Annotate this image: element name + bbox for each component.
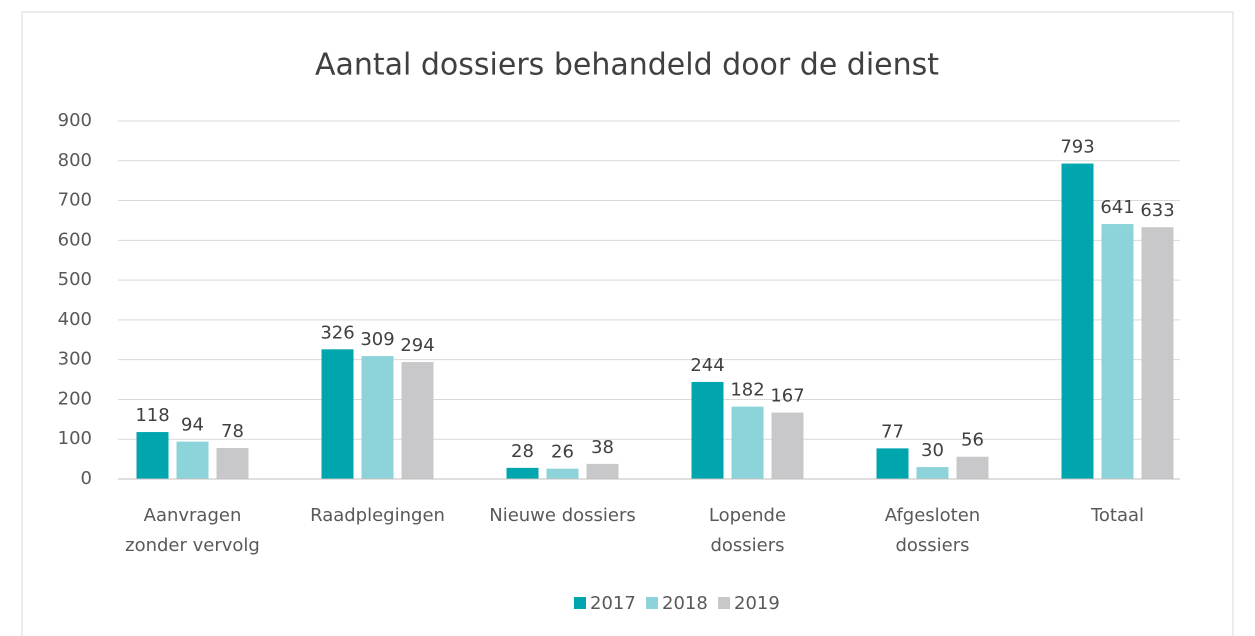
- data-label: 633: [1140, 200, 1174, 221]
- data-label: 793: [1060, 137, 1094, 158]
- data-label: 28: [511, 441, 534, 462]
- x-tick-label: Raadplegingen: [310, 505, 445, 526]
- legend-swatch: [646, 597, 658, 609]
- legend-swatch: [718, 597, 730, 609]
- chart-frame: [21, 11, 1234, 636]
- bar: [916, 467, 949, 479]
- legend-label: 2019: [734, 593, 780, 614]
- y-tick-label: 700: [58, 190, 92, 211]
- y-tick-label: 800: [58, 150, 92, 171]
- bar: [876, 448, 909, 479]
- y-tick-label: 0: [81, 468, 92, 489]
- bar: [1101, 224, 1134, 479]
- bar: [401, 362, 434, 479]
- data-label: 26: [551, 442, 574, 463]
- x-tick-label: Afgesloten dossiers: [885, 505, 980, 556]
- bar: [586, 463, 619, 479]
- legend-label: 2018: [662, 593, 708, 614]
- data-label: 182: [730, 380, 764, 401]
- bar: [731, 406, 764, 479]
- data-label: 94: [181, 415, 204, 436]
- data-label: 294: [400, 335, 434, 356]
- x-tick-label: Nieuwe dossiers: [489, 505, 636, 526]
- legend-label: 2017: [590, 593, 636, 614]
- bar: [956, 456, 989, 479]
- bar: [1141, 227, 1174, 479]
- data-label: 118: [135, 405, 169, 426]
- data-label: 326: [320, 322, 354, 343]
- bar: [136, 432, 169, 479]
- legend-swatch: [574, 597, 586, 609]
- data-label: 309: [360, 329, 394, 350]
- data-label: 30: [921, 440, 944, 461]
- y-tick-label: 900: [58, 110, 92, 131]
- y-tick-label: 600: [58, 229, 92, 250]
- data-label: 167: [770, 386, 804, 407]
- bar: [546, 468, 579, 479]
- y-tick-label: 500: [58, 269, 92, 290]
- y-tick-label: 300: [58, 349, 92, 370]
- bar: [216, 447, 249, 479]
- bar: [361, 356, 394, 479]
- data-label: 56: [961, 430, 984, 451]
- bar: [1061, 163, 1094, 479]
- data-label: 78: [221, 421, 244, 442]
- data-label: 244: [690, 355, 724, 376]
- y-tick-label: 100: [58, 428, 92, 449]
- data-label: 77: [881, 421, 904, 442]
- data-label: 38: [591, 437, 614, 458]
- bar: [321, 349, 354, 479]
- bar: [691, 381, 724, 479]
- data-label: 641: [1100, 197, 1134, 218]
- y-tick-label: 200: [58, 388, 92, 409]
- x-tick-label: Totaal: [1090, 505, 1144, 526]
- y-tick-label: 400: [58, 309, 92, 330]
- bar: [506, 467, 539, 479]
- x-tick-label: Lopende dossiers: [709, 505, 786, 556]
- bar: [771, 412, 804, 479]
- bar: [176, 441, 209, 479]
- x-tick-label: Aanvragen zonder vervolg: [125, 505, 260, 556]
- chart-title: Aantal dossiers behandeld door de dienst: [315, 48, 939, 83]
